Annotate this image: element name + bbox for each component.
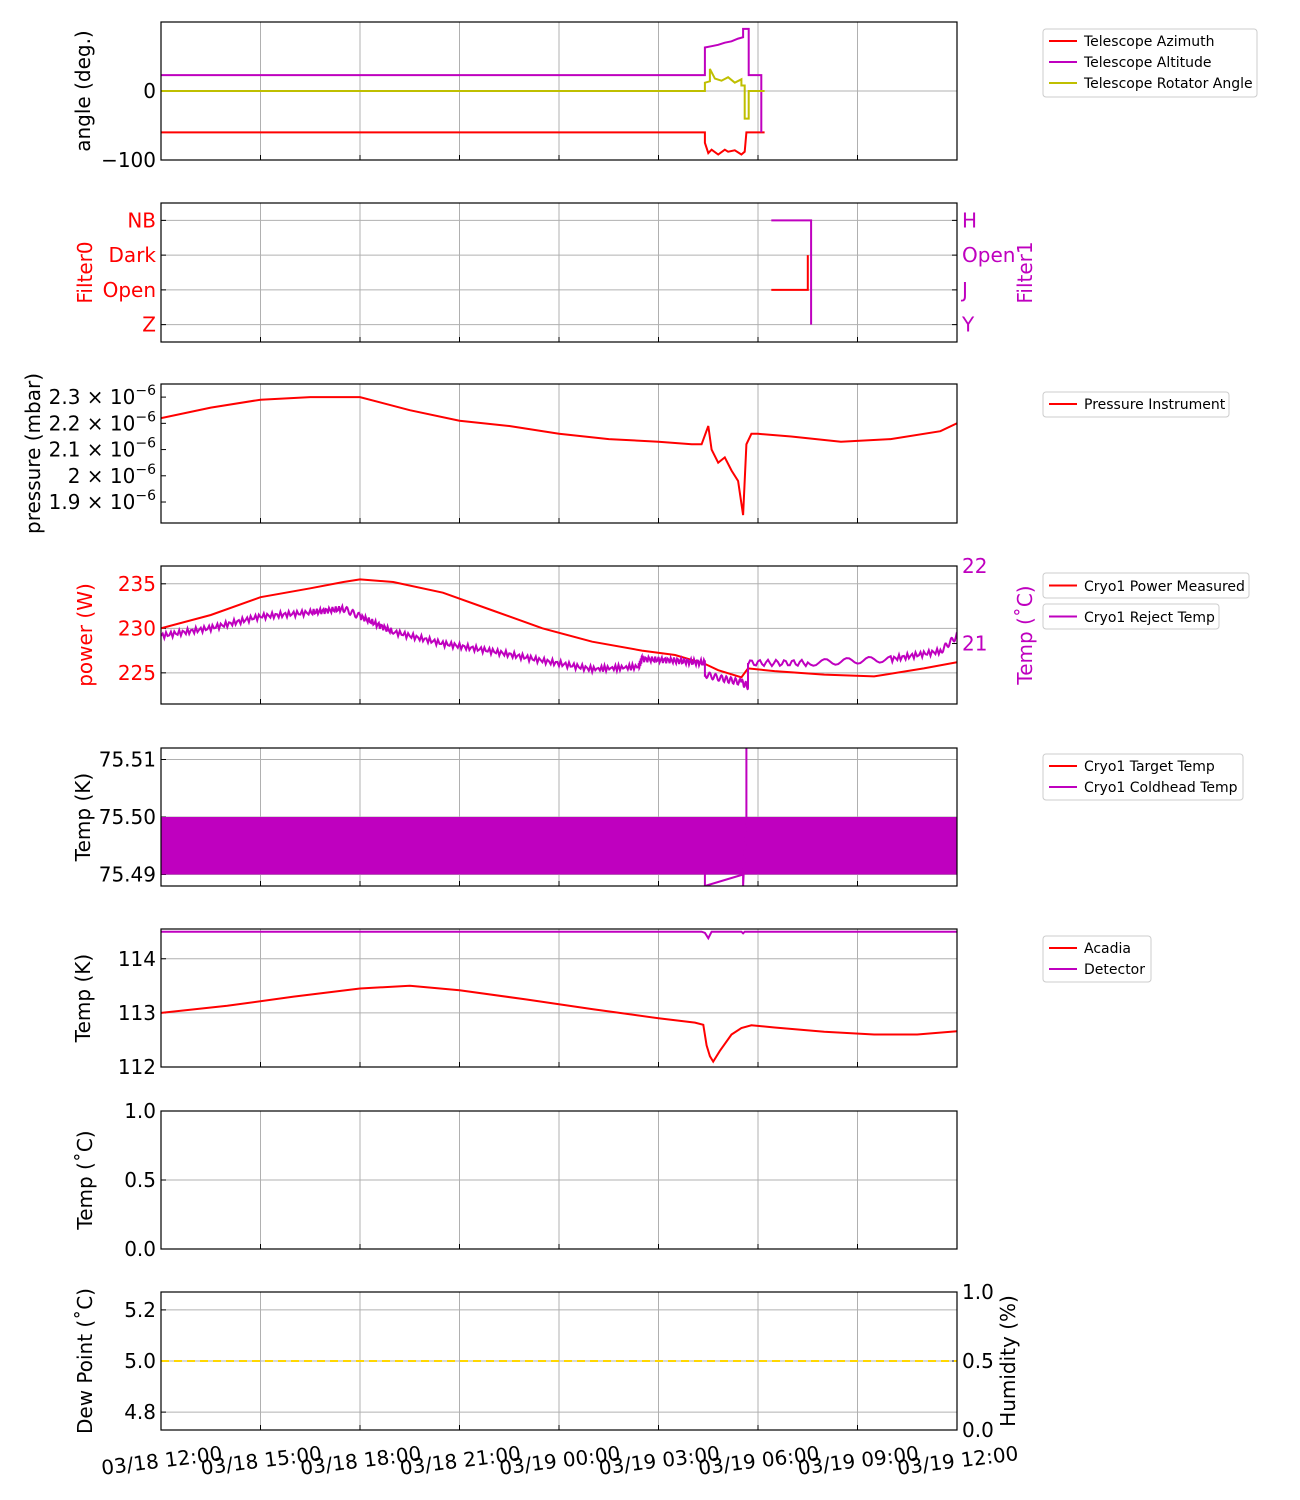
legend-label: Telescope Altitude xyxy=(1083,55,1212,71)
legend-box xyxy=(1042,753,1244,801)
plot-frame xyxy=(160,1110,958,1250)
y-tick-label-right: 21 xyxy=(962,632,987,656)
plot-frame xyxy=(160,202,958,343)
legend: Cryo1 Target Temp Cryo1 Coldhead Temp xyxy=(1042,753,1244,801)
legend-label: Acadia xyxy=(1084,941,1131,957)
coldhead-noise-band xyxy=(161,817,957,875)
y-tick-label: 114 xyxy=(118,947,156,971)
y-tick-label: 230 xyxy=(118,616,156,640)
series-line-cryo1-power-measured xyxy=(161,578,957,679)
series-line-cryo1-reject-temp xyxy=(161,602,957,691)
y-tick-label: 2.3 × 10−6 xyxy=(49,383,156,409)
legend-label: Cryo1 Power Measured xyxy=(1084,579,1245,595)
y-tick-label: 75.50 xyxy=(99,805,156,829)
y-tick-label: 5.0 xyxy=(124,1349,156,1373)
y-tick-label: 2 × 10−6 xyxy=(68,462,156,488)
y-tick-label-right: 0.0 xyxy=(962,1418,994,1442)
y-axis-label: angle (deg.) xyxy=(71,30,95,152)
legend: Telescope Azimuth Telescope Altitude Teles… xyxy=(1042,28,1258,98)
y-axis-label-right: Filter1 xyxy=(1013,241,1037,303)
y-axis-label: Dew Point (˚C) xyxy=(73,1288,97,1434)
y-tick-label: 75.51 xyxy=(99,748,156,772)
legend-label: Cryo1 Reject Temp xyxy=(1084,610,1215,626)
y-tick-label: 225 xyxy=(118,661,156,685)
y-axis-label: Filter0 xyxy=(73,241,97,303)
y-tick-label-right: 1.0 xyxy=(962,1280,994,1304)
legend: Cryo1 Power Measured Cryo1 Reject Temp xyxy=(1042,572,1250,630)
series-line-filter0 xyxy=(771,255,809,291)
y-tick-label-right: 22 xyxy=(962,554,987,578)
y-axis-label: Temp (K) xyxy=(71,954,95,1043)
legend-box xyxy=(1042,391,1230,418)
plot-frame xyxy=(160,383,958,524)
series-line-telescope-azimuth xyxy=(161,131,765,156)
legend-label: Cryo1 Coldhead Temp xyxy=(1084,780,1238,796)
plot-frame xyxy=(160,1291,958,1431)
legend-label: Detector xyxy=(1084,962,1145,978)
series-line-pressure-instrument xyxy=(161,396,957,516)
legend-label: Telescope Azimuth xyxy=(1083,34,1214,50)
y-tick-label: 0 xyxy=(143,79,156,103)
y-axis-label-right: Temp (˚C) xyxy=(1013,585,1037,685)
y-axis-label: Temp (K) xyxy=(71,773,95,862)
y-tick-label: −100 xyxy=(101,148,156,172)
y-tick-label-right: Open xyxy=(962,243,1015,267)
panel-temp_c: 0.0 0.5 1.0 Temp (˚C) xyxy=(73,1099,958,1261)
y-tick-label: 235 xyxy=(118,572,156,596)
y-tick-label: 0.5 xyxy=(124,1168,156,1192)
panel-pressure: 2.3 × 10−62.2 × 10−62.1 × 10−62 × 10−61.… xyxy=(21,373,1230,534)
series-line-filter1 xyxy=(771,219,813,325)
legend-box xyxy=(1042,572,1250,599)
y-tick-label: 2.2 × 10−6 xyxy=(49,409,156,435)
y-tick-label: Z xyxy=(142,313,156,337)
legend: Pressure Instrument xyxy=(1042,391,1230,418)
y-axis-label: power (W) xyxy=(73,583,97,687)
y-tick-label: 5.2 xyxy=(124,1298,156,1322)
y-tick-label-right: H xyxy=(962,208,977,232)
y-tick-label: 75.49 xyxy=(99,863,156,887)
legend: Acadia Detector xyxy=(1042,935,1152,983)
legend-label: Cryo1 Target Temp xyxy=(1084,759,1215,775)
plot-frame xyxy=(160,21,958,161)
y-tick-label: 1.0 xyxy=(124,1099,156,1123)
y-tick-label-right: Y xyxy=(961,313,975,337)
series-line-cryo1-coldhead-temp xyxy=(703,748,748,886)
y-axis-label: pressure (mbar) xyxy=(21,373,45,534)
panel-filters: Z Open Dark NB YJ Open H Filter0 Filter1 xyxy=(73,202,1037,343)
series-line-detector xyxy=(161,930,957,941)
plot-frame xyxy=(160,747,958,887)
series-line-telescope-rotator-angle xyxy=(161,68,765,120)
plot-frame xyxy=(160,565,958,705)
y-axis-label: Temp (˚C) xyxy=(73,1130,97,1230)
y-tick-label: 113 xyxy=(118,1001,156,1025)
series-line-telescope-altitude xyxy=(161,27,763,133)
legend-box xyxy=(1042,603,1220,630)
legend-box xyxy=(1042,28,1258,98)
y-tick-label: 0.0 xyxy=(124,1237,156,1261)
series-line-acadia xyxy=(161,984,957,1064)
y-tick-label-right: 0.5 xyxy=(962,1349,994,1373)
y-tick-label: 1.9 × 10−6 xyxy=(49,488,156,514)
y-tick-label: 112 xyxy=(118,1055,156,1079)
legend-label: Pressure Instrument xyxy=(1084,397,1226,413)
y-tick-label: Open xyxy=(103,278,156,302)
plot-frame xyxy=(160,928,958,1068)
y-tick-label: 4.8 xyxy=(124,1400,156,1424)
y-tick-label: NB xyxy=(127,208,156,232)
panel-acadia: 112 113 114 Temp (K) Acadia Detector xyxy=(71,928,1152,1079)
y-axis-label-right: Humidity (%) xyxy=(996,1295,1020,1427)
panel-dew: 4.8 5.0 5.2 0.0 0.5 1.0 Dew Point (˚C) Humidity… xyxy=(73,1280,1020,1442)
y-tick-label-right: J xyxy=(960,278,968,302)
y-tick-label: 2.1 × 10−6 xyxy=(49,436,156,462)
y-tick-label: Dark xyxy=(109,243,157,267)
legend-label: Telescope Rotator Angle xyxy=(1083,76,1253,92)
